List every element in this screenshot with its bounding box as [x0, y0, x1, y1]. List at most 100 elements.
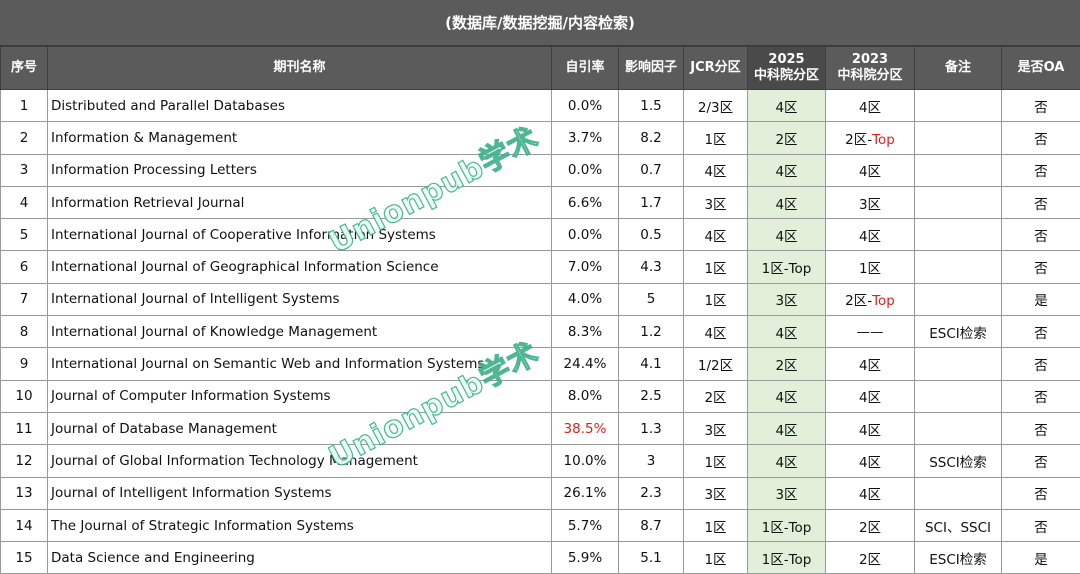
cell-oa: 否 [1002, 122, 1080, 154]
cell-impact-factor: 0.7 [619, 154, 684, 186]
cell-impact-factor-text: 1.7 [640, 195, 661, 211]
top-tag: Top [872, 132, 895, 148]
cell-jcr: 1区 [684, 542, 748, 574]
cell-impact-factor: 2.3 [619, 477, 684, 509]
cell-impact-factor-text: 1.5 [640, 98, 661, 114]
cell-cas-2023: 4区 [826, 477, 915, 509]
cell-note-text: SCI、SSCI [925, 520, 991, 536]
cell-cas-2025: 4区 [748, 380, 826, 412]
cell-cas-2025-text: 4区 [775, 326, 797, 342]
cell-journal-name: International Journal on Semantic Web an… [48, 348, 552, 380]
cell-oa-text: 否 [1034, 132, 1048, 148]
cell-impact-factor: 1.7 [619, 186, 684, 218]
cell-cas-2025-text: 4区 [775, 390, 797, 406]
cell-journal-name: Distributed and Parallel Databases [48, 90, 552, 122]
cell-cas-2025-text: 4区 [775, 197, 797, 213]
cell-cas-2023: 2区 [826, 509, 915, 541]
cell-cas-2025: 4区 [748, 154, 826, 186]
cell-journal-name: Data Science and Engineering [48, 542, 552, 574]
cell-cas-2023: 3区 [826, 186, 915, 218]
cell-impact-factor-text: 0.5 [640, 227, 661, 243]
cell-cas-2025-text: 2区 [775, 132, 797, 148]
cell-impact-factor: 5 [619, 283, 684, 315]
cell-self-citation-text: 8.3% [568, 324, 602, 340]
cell-journal-name-text: International Journal of Knowledge Manag… [51, 324, 377, 340]
cell-oa: 否 [1002, 251, 1080, 283]
cell-index-text: 11 [15, 421, 32, 437]
cell-index-text: 5 [20, 227, 29, 243]
cell-journal-name: Information & Management [48, 122, 552, 154]
cell-oa: 否 [1002, 380, 1080, 412]
cell-oa: 否 [1002, 412, 1080, 444]
cell-index: 2 [1, 122, 48, 154]
cell-oa-text: 否 [1034, 261, 1048, 277]
cell-self-citation: 5.9% [552, 542, 619, 574]
cell-oa: 否 [1002, 477, 1080, 509]
cell-jcr-text: 2/3区 [698, 100, 733, 116]
cas-2025-year: 2025 [748, 52, 825, 68]
cell-note [915, 251, 1002, 283]
cell-cas-2023-text: 3区 [859, 197, 881, 213]
cell-oa: 否 [1002, 154, 1080, 186]
cell-journal-name-text: Journal of Global Information Technology… [51, 453, 418, 469]
cell-journal-name: Information Processing Letters [48, 154, 552, 186]
cell-cas-2025-text: 4区 [775, 229, 797, 245]
cell-impact-factor-text: 8.7 [640, 518, 661, 534]
cell-journal-name-text: Information Retrieval Journal [51, 195, 244, 211]
cell-jcr: 3区 [684, 412, 748, 444]
cell-index-text: 8 [20, 324, 29, 340]
cell-index-text: 1 [20, 98, 29, 114]
cell-cas-2023: 4区 [826, 412, 915, 444]
cell-impact-factor: 1.2 [619, 316, 684, 348]
cell-journal-name-text: The Journal of Strategic Information Sys… [51, 518, 354, 534]
cell-oa: 否 [1002, 186, 1080, 218]
cell-cas-2025-text: 1区-Top [762, 552, 812, 568]
cell-journal-name: International Journal of Cooperative Inf… [48, 219, 552, 251]
cell-jcr: 2/3区 [684, 90, 748, 122]
cell-cas-2023: 1区 [826, 251, 915, 283]
cell-jcr: 1/2区 [684, 348, 748, 380]
cell-oa-text: 否 [1034, 326, 1048, 342]
cell-cas-2023-text: 4区 [859, 423, 881, 439]
cell-journal-name-text: International Journal of Intelligent Sys… [51, 291, 340, 307]
cell-oa-text: 是 [1034, 293, 1048, 309]
cell-jcr-text: 3区 [704, 487, 726, 503]
cell-self-citation-text: 5.9% [568, 550, 602, 566]
cell-index-text: 6 [20, 259, 29, 275]
cell-impact-factor-text: 1.2 [640, 324, 661, 340]
cell-impact-factor: 8.7 [619, 509, 684, 541]
cell-index-text: 12 [15, 453, 32, 469]
cell-impact-factor-text: 8.2 [640, 130, 661, 146]
cell-oa-text: 否 [1034, 520, 1048, 536]
cell-index-text: 7 [20, 291, 29, 307]
cell-index-text: 10 [15, 388, 32, 404]
cell-self-citation-text: 0.0% [568, 227, 602, 243]
cell-index: 12 [1, 445, 48, 477]
cell-self-citation: 38.5% [552, 412, 619, 444]
cell-note [915, 348, 1002, 380]
cell-journal-name-text: Information & Management [51, 130, 237, 146]
cell-oa-text: 否 [1034, 164, 1048, 180]
cell-journal-name-text: International Journal of Cooperative Inf… [51, 227, 436, 243]
cell-cas-2025: 4区 [748, 445, 826, 477]
cell-cas-2025: 4区 [748, 90, 826, 122]
cell-index: 13 [1, 477, 48, 509]
cell-index: 11 [1, 412, 48, 444]
cell-impact-factor-text: 4.1 [640, 356, 661, 372]
cell-oa-text: 否 [1034, 358, 1048, 374]
cell-cas-2023: 4区 [826, 380, 915, 412]
cell-index-text: 9 [20, 356, 29, 372]
cell-note [915, 90, 1002, 122]
cell-cas-2025-text: 4区 [775, 164, 797, 180]
cell-note: ESCI检索 [915, 542, 1002, 574]
cell-journal-name: International Journal of Knowledge Manag… [48, 316, 552, 348]
cell-self-citation: 3.7% [552, 122, 619, 154]
cell-cas-2025-text: 3区 [775, 487, 797, 503]
cell-self-citation: 26.1% [552, 477, 619, 509]
cell-jcr: 3区 [684, 477, 748, 509]
cell-note [915, 283, 1002, 315]
header-row: 序号 期刊名称 自引率 影响因子 JCR分区 2025 中科院分区 2023 中… [1, 47, 1080, 90]
